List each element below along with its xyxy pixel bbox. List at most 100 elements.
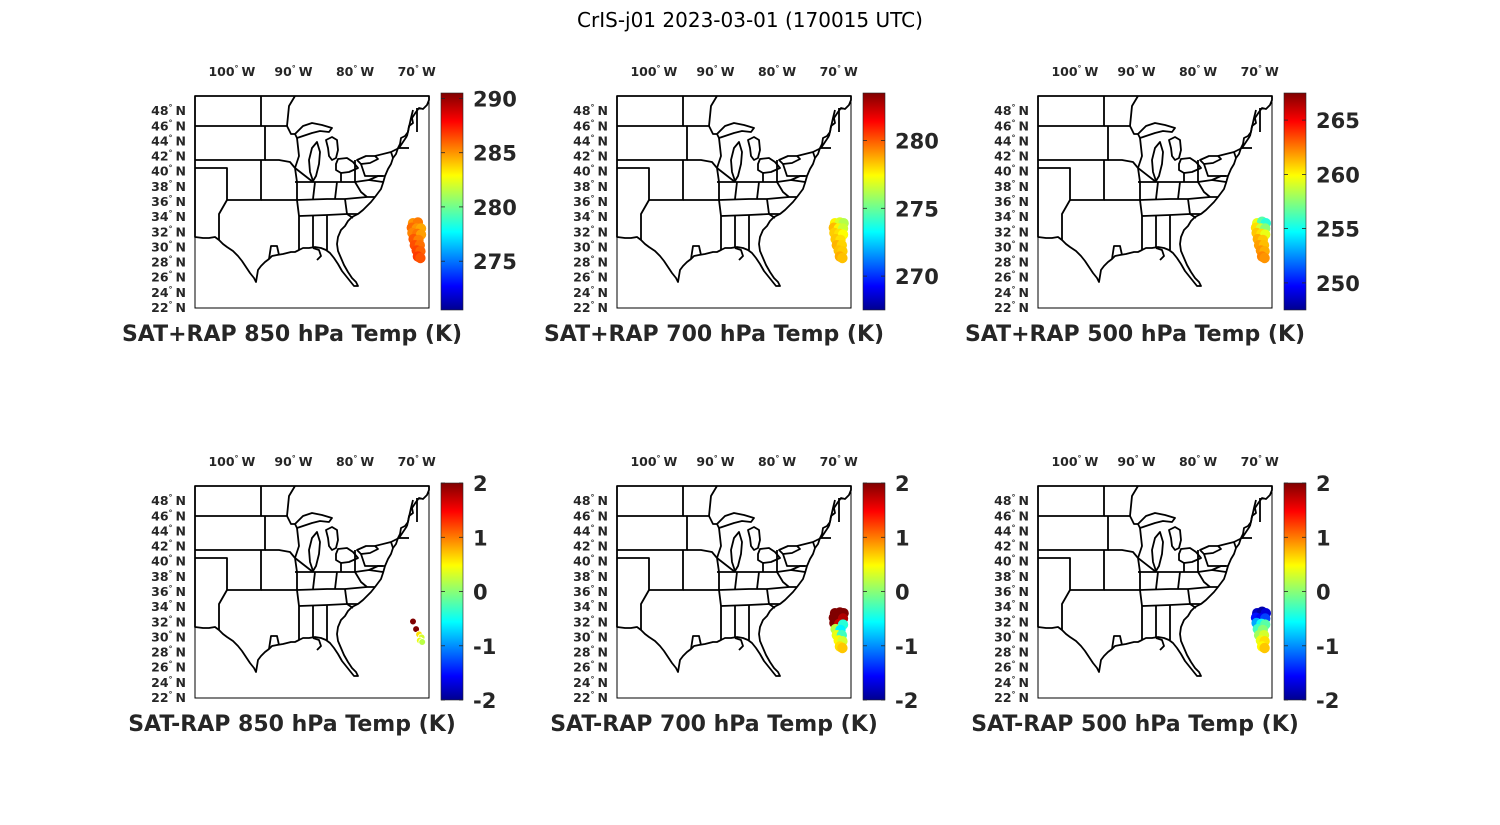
- lat-tick-label: 48° N: [573, 103, 608, 118]
- lat-tick-label: 44° N: [573, 523, 608, 538]
- lat-tick-label: 46° N: [151, 508, 186, 523]
- lat-tick-degree: 40: [151, 164, 169, 179]
- data-points: [1250, 606, 1271, 654]
- lat-tick-hemisphere: N: [176, 255, 186, 270]
- degree-symbol: °: [1012, 675, 1016, 684]
- lat-tick-hemisphere: N: [176, 224, 186, 239]
- lon-tick-hemisphere: W: [664, 454, 678, 469]
- panel-sat-rap-diff-500: 100° W 90° W 80° W 70° W 48° N46° N44° N42° N40° N38…: [971, 454, 1339, 737]
- lat-tick-label: 38° N: [573, 179, 608, 194]
- lon-tick-hemisphere: W: [1265, 454, 1279, 469]
- lat-tick-degree: 30: [573, 629, 591, 644]
- data-point: [837, 642, 848, 654]
- lat-tick-hemisphere: N: [598, 209, 608, 224]
- lon-tick-hemisphere: W: [299, 454, 313, 469]
- lon-tick-degree: 80: [336, 454, 354, 469]
- degree-symbol: °: [235, 64, 239, 73]
- lat-tick-degree: 44: [573, 133, 591, 148]
- lat-tick-hemisphere: N: [1019, 523, 1029, 538]
- lat-tick-label: 46° N: [994, 508, 1029, 523]
- lat-tick-degree: 32: [573, 614, 590, 629]
- colorbar-tick-label: 250: [1316, 272, 1360, 296]
- map-frame: [1037, 95, 1273, 309]
- lat-tick-hemisphere: N: [598, 614, 608, 629]
- colorbar-tick-label: 290: [473, 87, 517, 111]
- lat-tick-degree: 30: [994, 629, 1012, 644]
- degree-symbol: °: [169, 285, 173, 294]
- degree-symbol: °: [591, 660, 595, 669]
- lat-tick-label: 26° N: [573, 270, 608, 285]
- lat-tick-hemisphere: N: [176, 569, 186, 584]
- data-points: [1250, 216, 1271, 264]
- lat-tick-label: 22° N: [994, 300, 1029, 315]
- lat-tick-degree: 22: [151, 690, 168, 705]
- degree-symbol: °: [169, 179, 173, 188]
- lon-tick-degree: 70: [398, 454, 416, 469]
- degree-symbol: °: [591, 554, 595, 563]
- lat-tick-hemisphere: N: [176, 239, 186, 254]
- lat-tick-labels: 48° N46° N44° N42° N40° N38° N36° N34° N32° N30° N…: [573, 493, 608, 705]
- lat-tick-label: 48° N: [994, 103, 1029, 118]
- lon-tick-degree: 90: [274, 454, 292, 469]
- lat-tick-degree: 26: [994, 270, 1012, 285]
- lat-tick-degree: 40: [151, 554, 169, 569]
- panel-title: SAT-RAP 700 hPa Temp (K): [550, 712, 878, 737]
- lat-tick-degree: 38: [573, 179, 590, 194]
- data-point: [1259, 642, 1270, 654]
- lat-tick-hemisphere: N: [598, 523, 608, 538]
- lon-tick-hemisphere: W: [721, 454, 735, 469]
- lat-tick-degree: 36: [994, 584, 1012, 599]
- lat-tick-degree: 42: [573, 149, 590, 164]
- lat-tick-hemisphere: N: [176, 103, 186, 118]
- degree-symbol: °: [591, 149, 595, 158]
- colorbar-tick-label: 1: [895, 526, 910, 550]
- lat-tick-hemisphere: N: [598, 554, 608, 569]
- lat-tick-hemisphere: N: [1019, 149, 1029, 164]
- lat-tick-degree: 30: [994, 239, 1012, 254]
- lat-tick-degree: 46: [151, 508, 169, 523]
- lat-tick-hemisphere: N: [598, 285, 608, 300]
- lon-tick-label: 80° W: [1179, 454, 1217, 469]
- lat-tick-degree: 38: [573, 569, 590, 584]
- lat-tick-label: 30° N: [994, 629, 1029, 644]
- lat-tick-degree: 48: [573, 103, 590, 118]
- degree-symbol: °: [591, 194, 595, 203]
- degree-symbol: °: [1196, 64, 1200, 73]
- colorbar-ticks: 280 275 270: [863, 130, 939, 289]
- lat-tick-label: 36° N: [994, 194, 1029, 209]
- data-points: [828, 607, 849, 654]
- degree-symbol: °: [591, 224, 595, 233]
- degree-symbol: °: [1012, 554, 1016, 563]
- lat-tick-label: 36° N: [994, 584, 1029, 599]
- lat-tick-hemisphere: N: [598, 539, 608, 554]
- lat-tick-degree: 46: [994, 508, 1012, 523]
- lat-tick-hemisphere: N: [1019, 584, 1029, 599]
- lon-tick-degree: 100: [1051, 64, 1077, 79]
- colorbar-tick-label: 2: [895, 472, 910, 496]
- lat-tick-label: 44° N: [151, 523, 186, 538]
- lon-tick-label: 90° W: [696, 64, 734, 79]
- colorbar-tick-label: 0: [1316, 581, 1331, 605]
- colorbar: [862, 92, 886, 311]
- lon-tick-labels: 100° W 90° W 80° W 70° W: [208, 454, 436, 469]
- lat-tick-degree: 40: [573, 164, 591, 179]
- colorbar-tick-label: 0: [895, 581, 910, 605]
- colorbar-tick-label: 0: [473, 581, 488, 605]
- lat-tick-degree: 40: [994, 164, 1012, 179]
- lat-tick-hemisphere: N: [598, 255, 608, 270]
- colorbar-tick-label: 255: [1316, 218, 1360, 242]
- lon-tick-degree: 100: [630, 454, 656, 469]
- colorbar-tick-label: 2: [473, 472, 488, 496]
- lat-tick-label: 32° N: [151, 614, 186, 629]
- data-points: [828, 217, 849, 264]
- lat-tick-label: 24° N: [994, 285, 1029, 300]
- lon-tick-label: 100° W: [1051, 64, 1098, 79]
- lat-tick-hemisphere: N: [1019, 690, 1029, 705]
- lat-tick-hemisphere: N: [1019, 224, 1029, 239]
- degree-symbol: °: [837, 454, 841, 463]
- lat-tick-degree: 42: [573, 539, 590, 554]
- lat-tick-hemisphere: N: [176, 179, 186, 194]
- degree-symbol: °: [353, 454, 357, 463]
- degree-symbol: °: [1135, 64, 1139, 73]
- degree-symbol: °: [169, 194, 173, 203]
